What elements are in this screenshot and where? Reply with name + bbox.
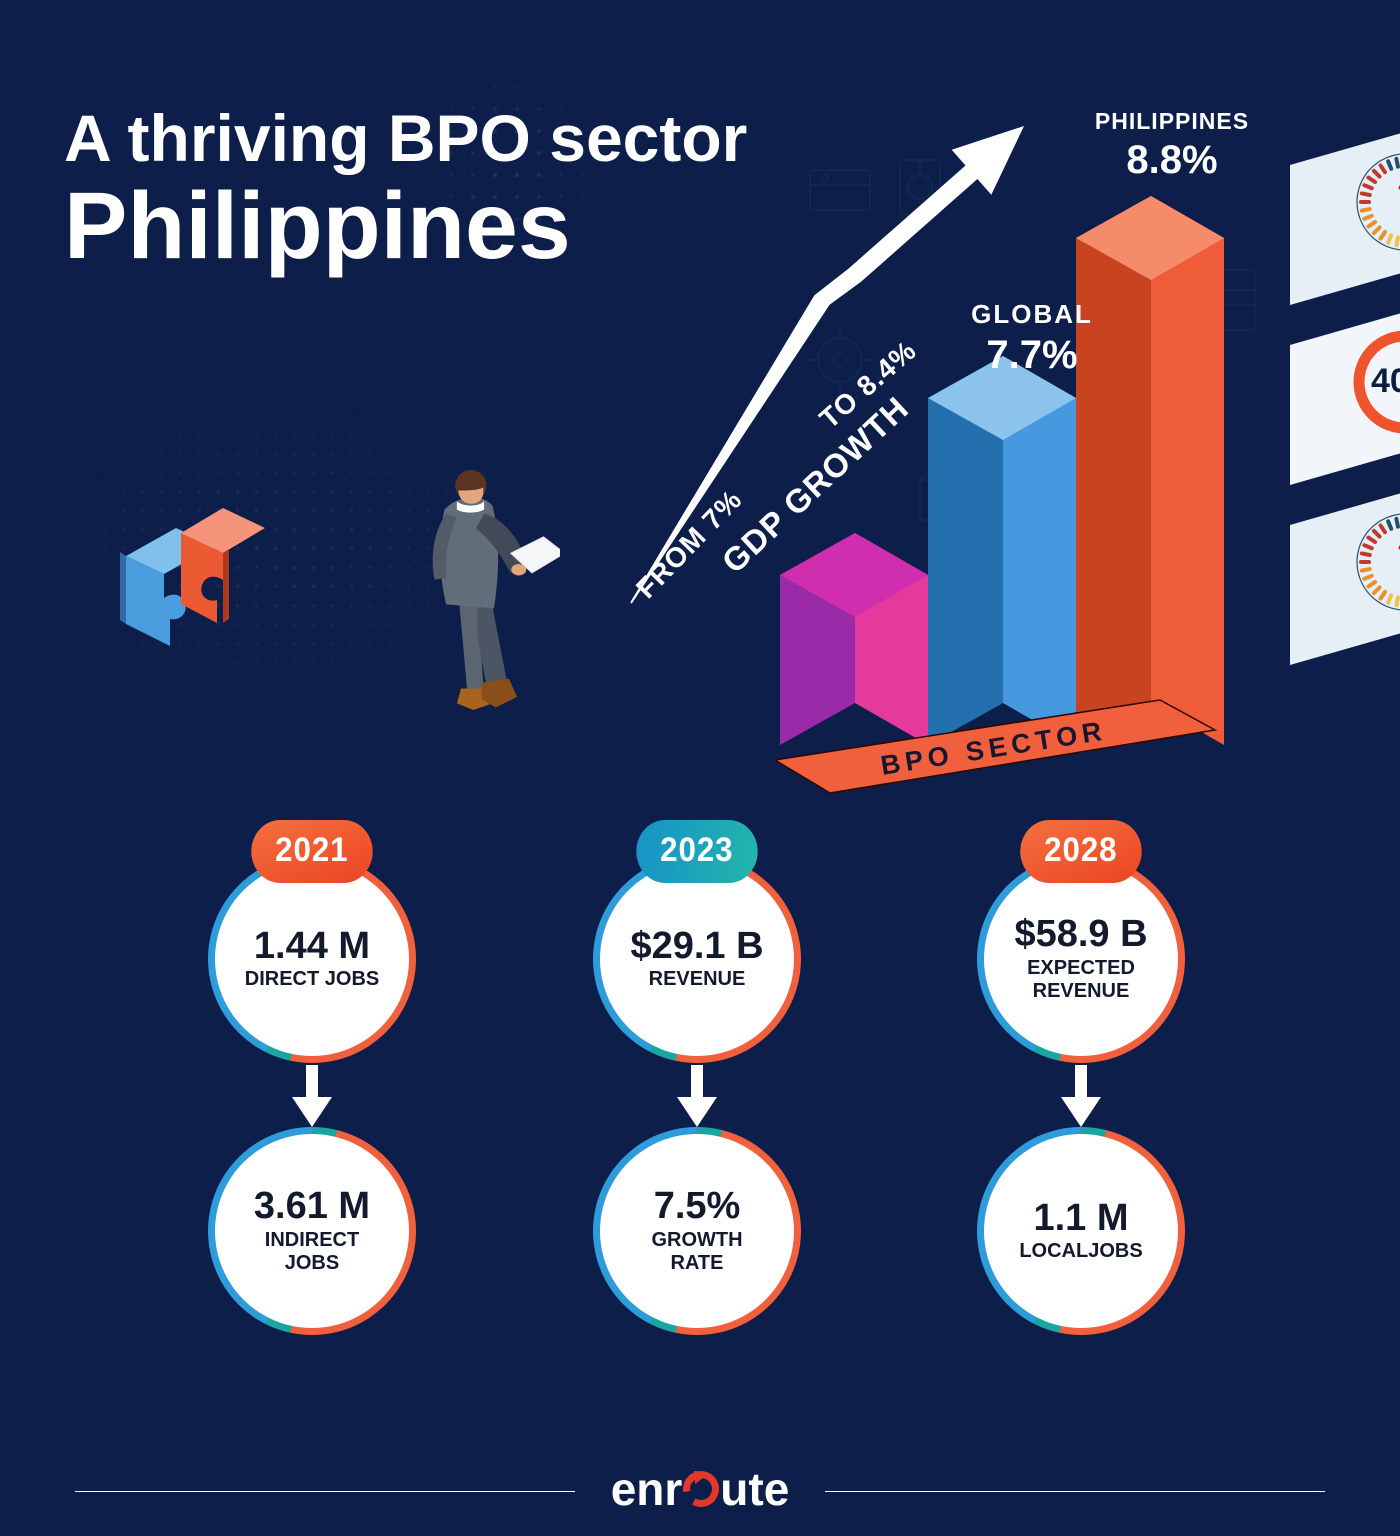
svg-text:8.8%: 8.8%	[1126, 138, 1217, 182]
svg-text:PHILIPPINES: PHILIPPINES	[1095, 108, 1249, 134]
svg-text:GLOBAL: GLOBAL	[971, 299, 1093, 329]
svg-text:7.7%: 7.7%	[986, 333, 1077, 377]
svg-text:40%: 40%	[1371, 362, 1400, 400]
